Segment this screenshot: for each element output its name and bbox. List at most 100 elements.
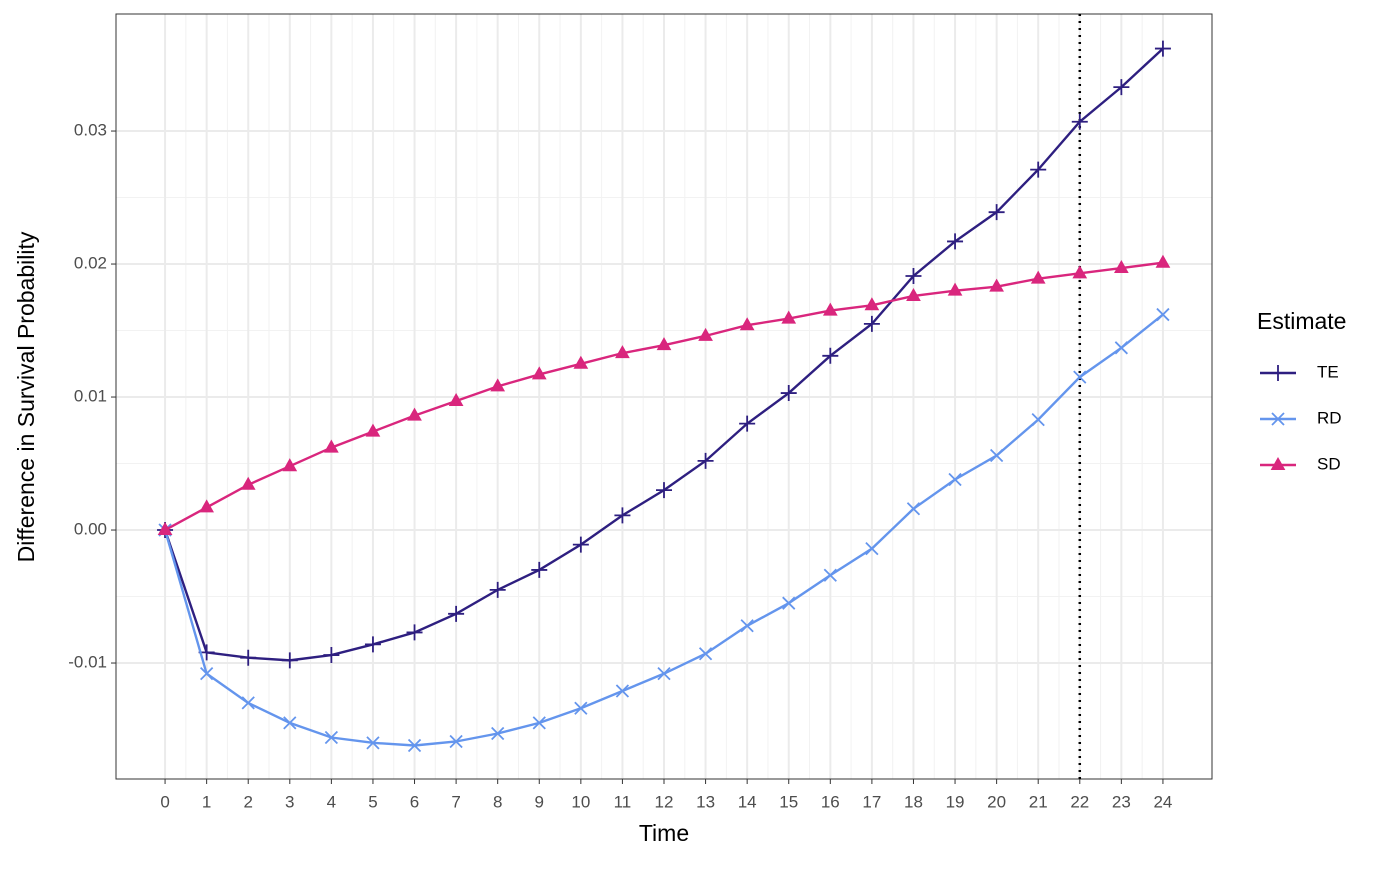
marker: [657, 667, 671, 681]
x-tick-label: 2: [243, 792, 252, 811]
x-tick-label: 21: [1029, 792, 1048, 811]
marker: [531, 366, 547, 380]
marker: [1071, 113, 1088, 130]
legend-marker: [1270, 365, 1286, 381]
marker: [1072, 265, 1088, 279]
x-tick-label: 15: [779, 792, 798, 811]
x-tick-label: 10: [571, 792, 590, 811]
marker: [1114, 341, 1128, 355]
legend-label: SD: [1317, 454, 1341, 473]
marker: [531, 561, 548, 578]
marker: [1114, 260, 1129, 274]
marker: [864, 297, 880, 311]
y-tick-label: 0.01: [74, 387, 107, 406]
x-tick-label: 11: [614, 792, 632, 811]
marker: [407, 407, 422, 421]
marker: [823, 568, 837, 582]
marker: [697, 452, 714, 469]
marker: [200, 667, 214, 681]
marker: [490, 378, 506, 392]
marker: [1154, 40, 1171, 57]
x-tick-label: 16: [821, 792, 840, 811]
marker: [739, 317, 755, 331]
marker: [1113, 79, 1130, 96]
marker: [906, 287, 921, 301]
marker: [1031, 413, 1045, 427]
legend-label: TE: [1317, 362, 1339, 381]
x-tick-label: 14: [738, 792, 757, 811]
marker: [822, 347, 839, 364]
x-tick-label: 17: [862, 792, 881, 811]
marker: [573, 355, 589, 369]
x-tick-label: 5: [368, 792, 377, 811]
marker: [491, 726, 505, 741]
x-tick-label: 4: [327, 792, 336, 811]
marker: [947, 233, 964, 250]
plot-border: [115, 13, 1213, 780]
marker: [1030, 270, 1046, 284]
x-tick-label: 24: [1153, 792, 1172, 811]
marker: [240, 476, 256, 490]
marker: [1155, 254, 1171, 268]
marker: [406, 624, 423, 641]
marker: [906, 502, 921, 516]
x-tick-label: 23: [1112, 792, 1131, 811]
marker: [199, 499, 214, 513]
marker: [740, 619, 754, 633]
marker: [281, 652, 298, 669]
marker: [948, 472, 962, 487]
marker: [615, 684, 630, 698]
marker: [614, 507, 631, 524]
x-tick-label: 1: [202, 792, 211, 811]
marker: [324, 439, 339, 453]
marker: [365, 423, 381, 437]
marker: [863, 315, 880, 332]
legend-label: RD: [1317, 408, 1342, 427]
marker: [448, 393, 464, 407]
marker: [656, 482, 672, 499]
x-tick-label: 8: [493, 792, 502, 811]
marker: [780, 385, 797, 402]
marker: [574, 701, 588, 715]
marker: [283, 716, 297, 730]
x-axis-title: Time: [639, 820, 689, 846]
legend-marker: [1271, 412, 1285, 426]
y-axis-title: Difference in Survival Probability: [13, 231, 39, 562]
legend-title: Estimate: [1257, 308, 1346, 334]
marker: [988, 204, 1005, 221]
marker: [781, 310, 797, 324]
marker: [615, 345, 630, 359]
marker: [449, 734, 463, 749]
marker: [656, 337, 672, 351]
y-tick-label: -0.01: [68, 653, 107, 672]
marker: [282, 458, 298, 472]
marker: [905, 268, 922, 285]
x-tick-label: 3: [285, 792, 294, 811]
marker: [1073, 370, 1087, 384]
marker: [448, 605, 465, 622]
marker: [407, 738, 422, 753]
marker: [324, 730, 339, 745]
marker: [157, 522, 173, 536]
x-tick-label: 12: [655, 792, 674, 811]
y-tick-label: 0.03: [74, 121, 107, 140]
x-tick-label: 13: [696, 792, 715, 811]
marker: [822, 302, 838, 316]
marker: [782, 596, 796, 610]
legend-marker: [1270, 456, 1286, 470]
marker: [240, 649, 257, 666]
x-tick-label: 22: [1070, 792, 1089, 811]
marker: [739, 415, 756, 432]
marker: [364, 636, 381, 653]
x-tick-label: 0: [160, 792, 169, 811]
x-tick-label: 20: [987, 792, 1006, 811]
marker: [698, 647, 713, 661]
marker: [572, 536, 589, 553]
x-tick-label: 9: [535, 792, 544, 811]
marker: [1030, 161, 1047, 178]
marker: [241, 696, 255, 710]
y-tick-label: 0.00: [74, 520, 107, 539]
y-tick-label: 0.02: [74, 254, 107, 273]
marker: [989, 278, 1004, 292]
